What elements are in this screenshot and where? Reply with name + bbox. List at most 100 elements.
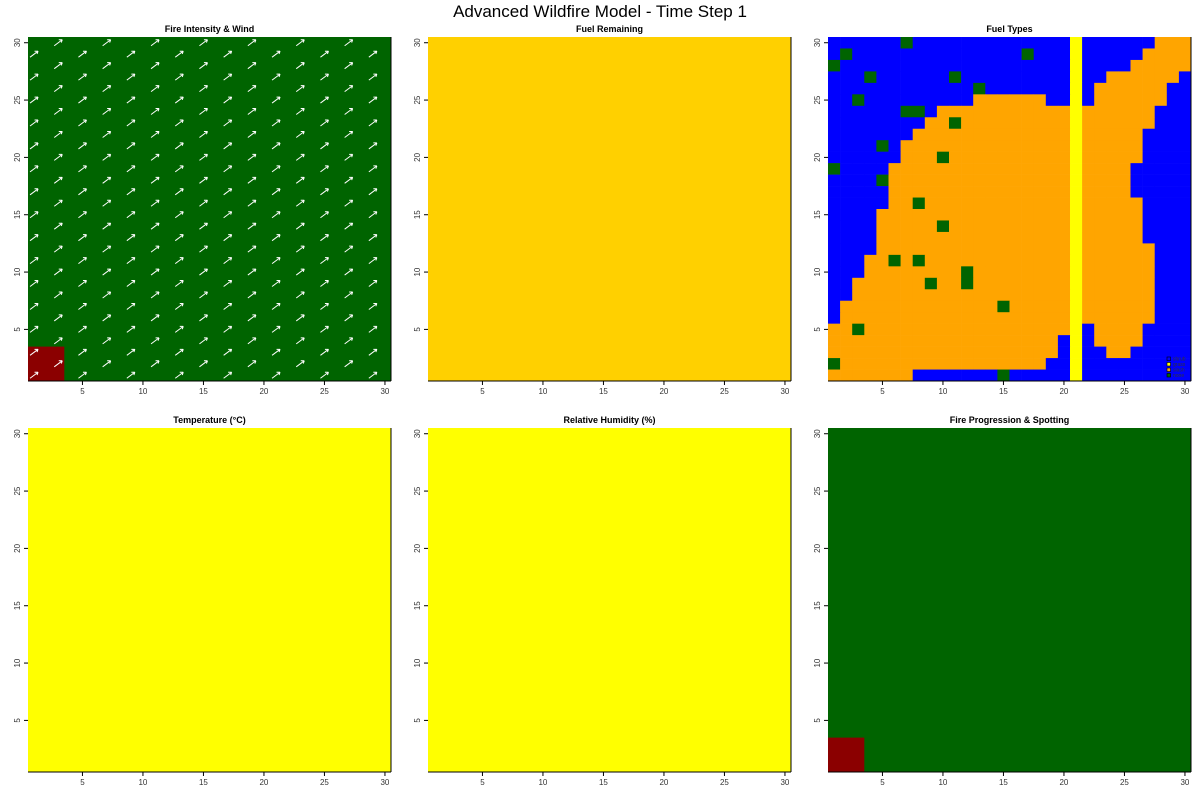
heatmap-cell <box>936 369 950 382</box>
heatmap-cell <box>1045 140 1059 152</box>
heatmap-cell <box>888 151 901 164</box>
heatmap-cell <box>1021 358 1034 370</box>
heatmap-cell <box>864 128 877 141</box>
heatmap-cell <box>1057 335 1071 347</box>
wind-arrow-icon <box>126 234 136 242</box>
wind-arrow-icon <box>53 314 63 322</box>
wind-arrowhead <box>82 73 87 78</box>
wind-arrowhead <box>324 188 329 192</box>
wind-arrow-icon <box>53 131 63 138</box>
heatmap-cell <box>1154 82 1168 95</box>
heatmap-cell <box>840 289 853 302</box>
heatmap-cell <box>973 71 986 84</box>
heatmap-cell <box>900 140 913 152</box>
heatmap-cell <box>1178 358 1192 370</box>
wind-arrow-icon <box>344 222 353 230</box>
heatmap-cell <box>1142 289 1155 302</box>
wind-arrow-icon <box>271 165 281 173</box>
heatmap-cell <box>1130 59 1143 72</box>
heatmap-cell <box>1070 151 1083 164</box>
wind-arrow-icon <box>344 131 353 138</box>
wind-arrow-icon <box>344 153 353 161</box>
wind-arrow-icon <box>29 303 39 310</box>
heatmap-cell <box>1070 186 1083 198</box>
heatmap-cell <box>828 117 841 130</box>
heatmap-cell <box>1130 94 1143 107</box>
wind-arrow-icon <box>368 371 378 379</box>
heatmap-cell <box>1166 289 1180 302</box>
heatmap-cell <box>1033 94 1047 107</box>
x-tick-label: 20 <box>259 387 268 396</box>
heatmap-cell <box>1142 209 1155 221</box>
heatmap-cell <box>1130 105 1143 118</box>
wind-arrow-icon <box>223 280 232 287</box>
heatmap-cell <box>985 59 998 72</box>
heatmap-cell <box>961 243 974 256</box>
heatmap-cell <box>985 358 998 370</box>
wind-arrowhead <box>155 245 160 250</box>
heatmap-cell <box>961 174 974 187</box>
heatmap-cell <box>1118 335 1131 347</box>
heatmap-cell <box>1118 71 1131 84</box>
wind-arrowhead <box>58 62 63 66</box>
wind-arrow-icon <box>344 291 353 299</box>
heatmap-cell <box>1070 71 1083 84</box>
y-tick-label: 30 <box>813 38 822 47</box>
heatmap-cell <box>888 300 901 313</box>
heatmap-cell <box>1118 312 1131 324</box>
x-tick-label: 10 <box>538 387 547 396</box>
heatmap-cell <box>840 94 853 107</box>
heatmap-cell <box>961 48 974 61</box>
heatmap-cell <box>828 254 841 267</box>
wind-arrowhead <box>82 325 87 330</box>
heatmap-cell <box>1009 358 1022 370</box>
wind-arrowhead <box>107 130 112 135</box>
panel-title: Fuel Types <box>986 24 1032 34</box>
heatmap-cell <box>1118 117 1131 130</box>
heatmap-cell <box>1070 277 1083 290</box>
heatmap-cell <box>1094 312 1107 324</box>
wind-arrowhead <box>58 39 63 43</box>
heatmap-cell <box>864 346 877 359</box>
heatmap-cell <box>876 82 889 95</box>
heatmap-cell <box>997 117 1010 130</box>
wind-arrow-icon <box>78 188 87 196</box>
heatmap-cell <box>1033 71 1047 84</box>
heatmap-cell <box>864 94 877 107</box>
wind-arrowhead <box>228 211 233 215</box>
heatmap-cell <box>1142 37 1155 49</box>
wind-arrow-icon <box>150 153 160 161</box>
heatmap-cell <box>1130 151 1143 164</box>
heatmap-cell <box>1033 243 1047 256</box>
heatmap-cell <box>1118 59 1131 72</box>
heatmap-cell <box>985 140 998 152</box>
heatmap-cell <box>876 186 889 198</box>
heatmap-cell <box>936 358 950 370</box>
heatmap-cell <box>961 197 974 210</box>
heatmap-cell <box>1166 277 1180 290</box>
heatmap-cell <box>1178 197 1192 210</box>
heatmap-cell <box>1033 346 1047 359</box>
wind-arrowhead <box>276 348 281 353</box>
heatmap-cell <box>1118 94 1131 107</box>
heatmap-cell <box>912 346 926 359</box>
heatmap-cell <box>1045 186 1059 198</box>
heatmap-cell <box>1082 48 1095 61</box>
heatmap-cell <box>973 346 986 359</box>
heatmap-cell <box>924 277 938 290</box>
heatmap-cell <box>1057 277 1071 290</box>
heatmap-cell <box>1178 254 1192 267</box>
heatmap-cell <box>1033 59 1047 72</box>
heatmap-cell <box>900 186 913 198</box>
y-tick-label: 5 <box>413 327 422 332</box>
wind-arrowhead <box>131 73 136 78</box>
wind-arrow-icon <box>126 211 136 219</box>
heatmap-cell <box>900 312 913 324</box>
wind-arrow-icon <box>29 280 39 287</box>
panel-3: Temperature (°C) 5 10 15 20 25 30 5 10 15 20 25 30 <box>13 415 392 787</box>
heatmap-cell <box>1166 209 1180 221</box>
heatmap-cell <box>997 71 1010 84</box>
heatmap-cell <box>900 358 913 370</box>
heatmap-cell <box>1070 323 1083 336</box>
heatmap-cell <box>1142 197 1155 210</box>
